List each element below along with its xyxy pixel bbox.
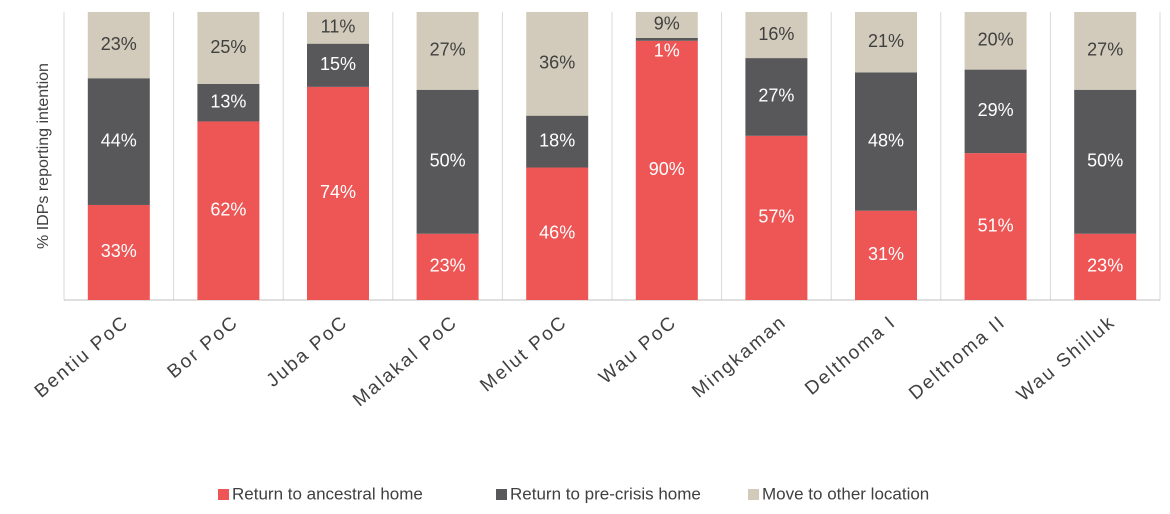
- y-axis-label: % IDPs reporting intention: [35, 63, 52, 249]
- value-label: 20%: [978, 30, 1014, 50]
- legend-label: Move to other location: [762, 484, 929, 503]
- value-label: 46%: [539, 223, 575, 243]
- value-label: 62%: [210, 199, 246, 219]
- value-label: 9%: [654, 14, 680, 34]
- value-label: 57%: [758, 207, 794, 227]
- value-label: 33%: [101, 241, 137, 261]
- legend-label: Return to pre-crisis home: [510, 484, 701, 503]
- bar-segment: [964, 69, 1027, 154]
- x-tick-label: Malakal PoC: [349, 312, 462, 411]
- bar-segment: [1074, 233, 1137, 300]
- x-tick-label: Bentiu PoC: [31, 312, 133, 403]
- value-label: 50%: [430, 151, 466, 171]
- value-label: 11%: [321, 17, 356, 37]
- bar-segment: [307, 86, 369, 300]
- value-label: 27%: [758, 86, 794, 106]
- value-label: 23%: [430, 256, 466, 276]
- value-label: 1%: [654, 41, 680, 61]
- bar-segment: [87, 12, 150, 79]
- value-label: 74%: [320, 182, 356, 202]
- bar-segment: [416, 89, 479, 234]
- x-tick-label: Delthoma II: [905, 312, 1010, 405]
- bar-segment: [745, 135, 808, 300]
- bar-segment: [1074, 12, 1137, 90]
- x-tick-label: Mingkaman: [688, 312, 791, 403]
- x-tick-label: Melut PoC: [476, 312, 571, 397]
- value-label: 21%: [868, 31, 904, 51]
- value-label: 27%: [430, 40, 466, 60]
- value-label: 48%: [868, 130, 904, 150]
- bar-segment: [526, 167, 589, 300]
- bar-segment: [416, 12, 479, 90]
- value-label: 31%: [868, 244, 904, 264]
- value-label: 15%: [320, 54, 356, 74]
- x-tick-label: Bor PoC: [164, 312, 243, 383]
- bar-segment: [526, 115, 589, 168]
- bar-segment: [87, 204, 150, 300]
- value-label: 36%: [539, 53, 575, 73]
- value-label: 16%: [758, 24, 794, 44]
- x-tick-label: Juba PoC: [263, 312, 353, 392]
- value-label: 90%: [649, 159, 685, 179]
- bar-segment: [307, 12, 369, 44]
- value-label: 18%: [539, 130, 575, 150]
- bar-segment: [745, 12, 808, 59]
- value-label: 50%: [1087, 151, 1123, 171]
- x-tick-label: Wau PoC: [595, 312, 681, 389]
- bar-segment: [855, 72, 917, 211]
- bar-segment: [635, 37, 698, 41]
- bar-segment: [87, 78, 150, 205]
- bar-segment: [964, 12, 1027, 70]
- bar-segment: [1074, 89, 1137, 234]
- value-label: 51%: [978, 215, 1014, 235]
- bar-segment: [964, 153, 1027, 300]
- bar-segment: [526, 12, 589, 116]
- legend-swatch: [748, 489, 759, 500]
- value-label: 29%: [978, 100, 1014, 120]
- bar-segment: [635, 40, 698, 301]
- bar-segment: [855, 12, 917, 73]
- bar-segment: [855, 210, 917, 300]
- value-label: 25%: [210, 37, 246, 57]
- bar-segment: [416, 233, 479, 300]
- value-label: 13%: [210, 91, 246, 111]
- bar-segment: [197, 121, 260, 300]
- legend-label: Return to ancestral home: [232, 484, 423, 503]
- bar-segment: [635, 12, 698, 38]
- legend-swatch: [496, 489, 507, 500]
- value-label: 23%: [101, 34, 137, 54]
- bar-segment: [745, 58, 808, 136]
- bar-segment: [307, 43, 369, 87]
- value-label: 27%: [1087, 40, 1123, 60]
- legend-swatch: [218, 489, 229, 500]
- bar-segment: [197, 84, 260, 122]
- x-tick-label: Delthoma I: [801, 312, 900, 400]
- bar-segment: [197, 12, 260, 84]
- x-tick-label: Wau Shilluk: [1013, 312, 1120, 406]
- value-label: 44%: [101, 130, 137, 150]
- value-label: 23%: [1087, 256, 1123, 276]
